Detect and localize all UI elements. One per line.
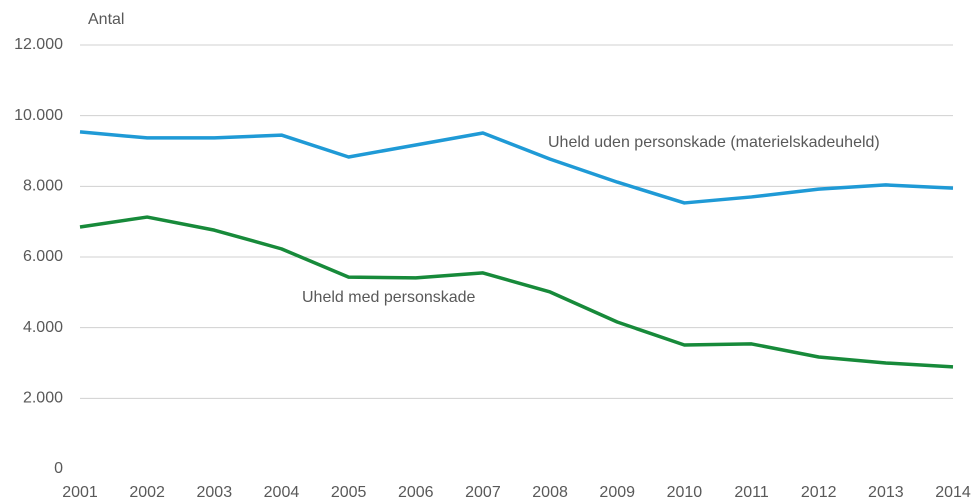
series-line — [79, 215, 954, 369]
series-label: Uheld uden personskade (materielskadeuhe… — [548, 134, 880, 151]
x-tick-label: 2002 — [129, 484, 165, 501]
x-tick-label: 2003 — [197, 484, 233, 501]
x-tick-label: 2001 — [62, 484, 98, 501]
y-tick-label: 4.000 — [23, 319, 63, 336]
x-tick-label: 2004 — [264, 484, 300, 501]
x-tick-label: 2007 — [465, 484, 501, 501]
x-tick-label: 2005 — [331, 484, 367, 501]
x-tick-label: 2011 — [734, 484, 769, 501]
y-axis-label: Antal — [88, 11, 124, 28]
x-tick-label: 2014 — [935, 484, 971, 501]
x-tick-label: 2010 — [667, 484, 703, 501]
series-line — [79, 130, 954, 205]
y-tick-label: 0 — [54, 460, 63, 477]
x-tick-label: 2008 — [532, 484, 568, 501]
y-tick-label: 8.000 — [23, 178, 63, 195]
series-label: Uheld med personskade — [302, 289, 476, 306]
x-tick-label: 2006 — [398, 484, 434, 501]
y-tick-label: 12.000 — [14, 36, 63, 53]
y-tick-label: 2.000 — [23, 390, 63, 407]
x-tick-label: 2012 — [801, 484, 837, 501]
x-tick-label: 2009 — [599, 484, 635, 501]
y-tick-label: 10.000 — [14, 107, 63, 124]
x-tick-label: 2013 — [868, 484, 904, 501]
y-tick-label: 6.000 — [23, 248, 63, 265]
